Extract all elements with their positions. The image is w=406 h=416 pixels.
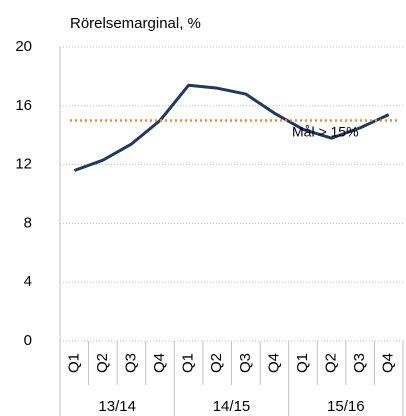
x-tick-label: Q1 (294, 353, 311, 373)
y-tick-label: 16 (15, 97, 32, 114)
x-tick-label: Q4 (151, 353, 168, 373)
y-tick-label: 0 (24, 332, 32, 349)
x-tick-label: Q4 (380, 353, 397, 373)
series-line (73, 83, 390, 172)
group-label: 13/14 (98, 398, 136, 415)
x-tick-label: Q1 (65, 353, 82, 373)
x-tick-label: Q2 (94, 353, 111, 373)
y-tick-label: 12 (15, 156, 32, 173)
x-tick-label: Q1 (180, 353, 197, 373)
target-label: Mål > 15% (292, 124, 359, 140)
x-tick-label: Q3 (122, 353, 139, 373)
y-tick-label: 20 (15, 38, 32, 55)
group-label: 15/16 (327, 398, 365, 415)
x-tick-label: Q2 (323, 353, 340, 373)
x-tick-label: Q2 (208, 353, 225, 373)
group-label: 14/15 (213, 398, 251, 415)
y-tick-label: 8 (24, 214, 32, 231)
y-tick-label: 4 (24, 273, 32, 290)
x-tick-label: Q3 (237, 353, 254, 373)
chart-title: Rörelsemarginal, % (70, 15, 201, 32)
x-tick-label: Q4 (265, 353, 282, 373)
x-tick-label: Q3 (351, 353, 368, 373)
